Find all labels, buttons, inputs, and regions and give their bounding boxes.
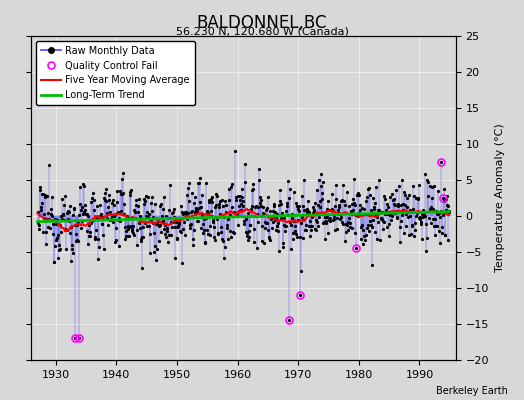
Text: Berkeley Earth: Berkeley Earth — [436, 386, 508, 396]
Y-axis label: Temperature Anomaly (°C): Temperature Anomaly (°C) — [495, 124, 505, 272]
Text: BALDONNEL,BC: BALDONNEL,BC — [196, 14, 328, 32]
Text: 56.230 N, 120.680 W (Canada): 56.230 N, 120.680 W (Canada) — [176, 26, 348, 36]
Legend: Raw Monthly Data, Quality Control Fail, Five Year Moving Average, Long-Term Tren: Raw Monthly Data, Quality Control Fail, … — [36, 41, 195, 105]
